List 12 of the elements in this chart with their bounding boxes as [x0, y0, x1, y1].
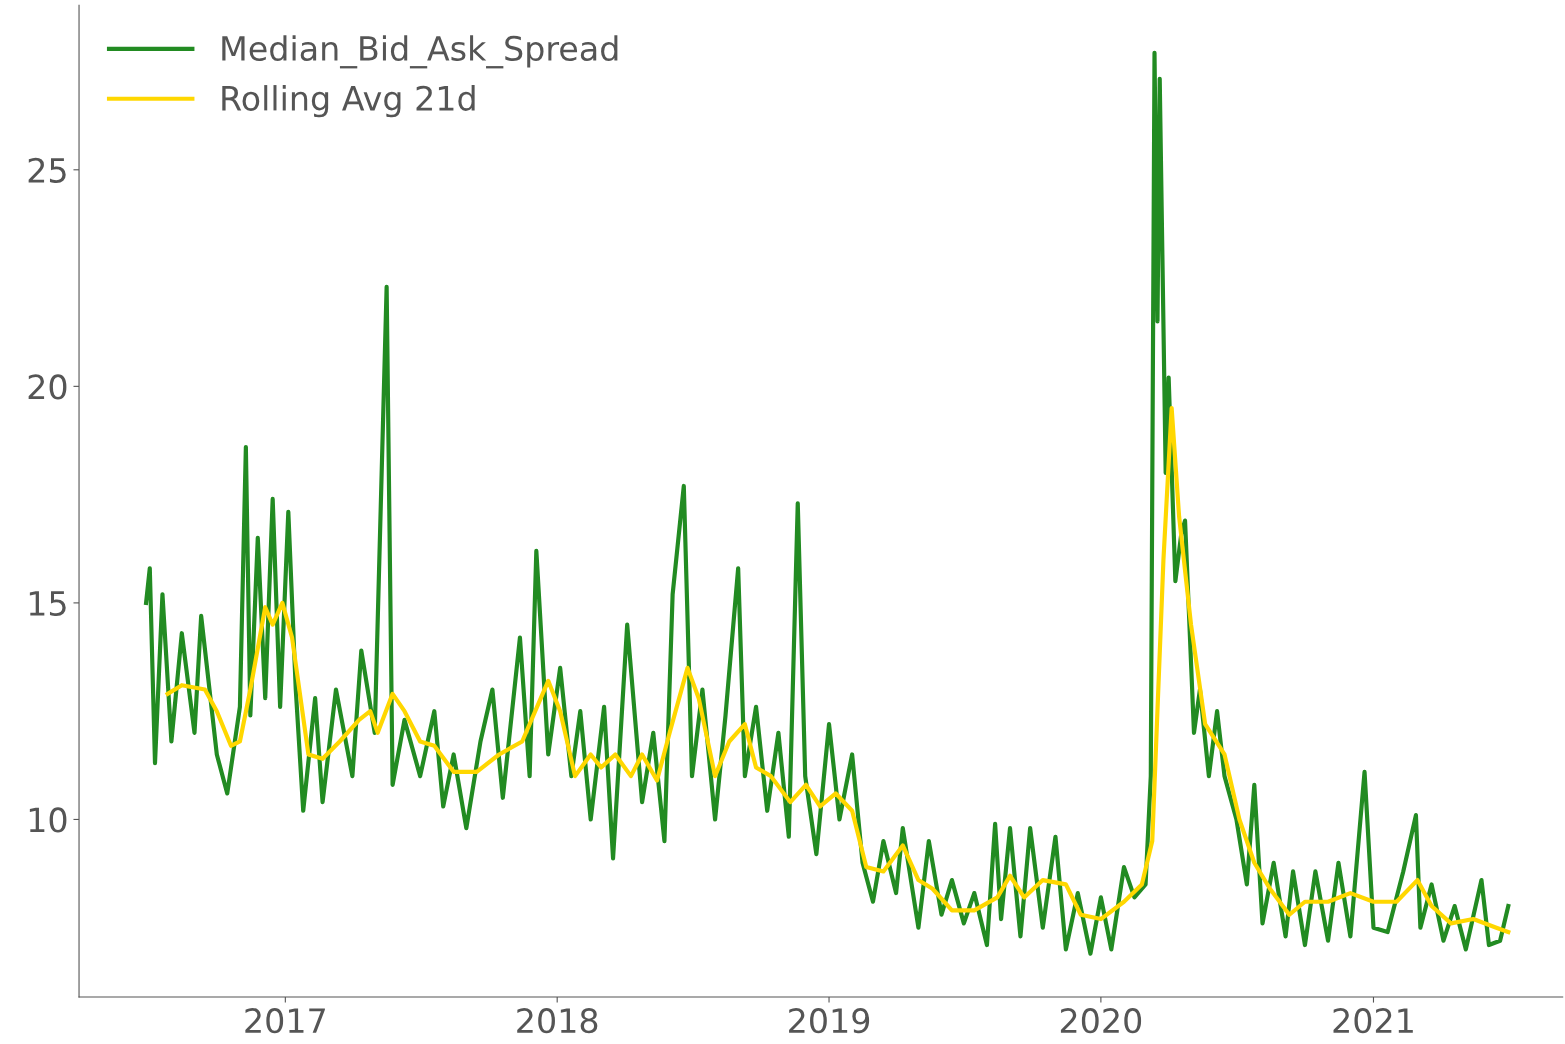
x-tick-label: 2018: [517, 1008, 598, 1034]
y-tick-label: 15: [29, 591, 66, 617]
x-tick-label: 2021: [1333, 1008, 1413, 1034]
legend-label: Median_Bid_Ask_Spread: [222, 35, 618, 69]
legend-label: Rolling Avg 21d: [222, 85, 475, 118]
x-tick-label: 2017: [245, 1008, 325, 1034]
y-tick-label: 25: [28, 157, 66, 183]
x-tick-label: 2020: [1060, 1008, 1142, 1034]
line-series: [165, 405, 1511, 935]
y-tick-label: 20: [28, 374, 67, 400]
x-tick-label: 2019: [789, 1008, 870, 1034]
y-tick-label: 10: [29, 807, 67, 833]
